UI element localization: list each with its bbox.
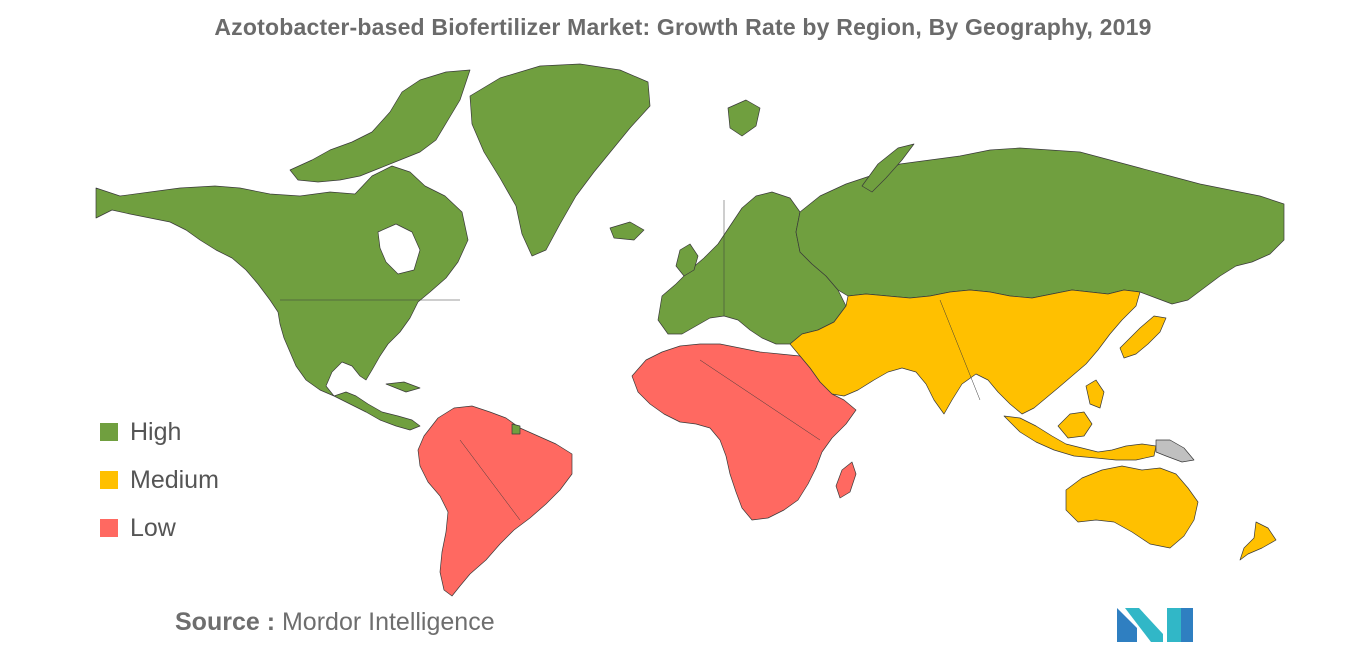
hudson-bay (377, 223, 421, 275)
region-canadian-islands (289, 69, 471, 183)
source-prefix: Source : (175, 608, 276, 636)
legend-label-high: High (130, 417, 182, 446)
region-cuba (385, 381, 421, 393)
legend-swatch-medium (100, 471, 118, 489)
region-africa (631, 343, 857, 521)
logo-right-accent (1181, 608, 1193, 642)
source-note: Source : Mordor Intelligence (175, 608, 495, 637)
region-japan (1119, 315, 1167, 359)
region-greenland (469, 63, 651, 257)
legend-swatch-high (100, 423, 118, 441)
logo-middle-shape (1125, 608, 1163, 642)
region-south-america (417, 405, 573, 597)
legend: High Medium Low (100, 408, 219, 552)
region-russia (795, 147, 1285, 305)
country-borders (280, 200, 981, 521)
chart-title: Azotobacter-based Biofertilizer Market: … (214, 14, 1152, 40)
region-southeast-asia (1003, 415, 1157, 461)
region-australia (1065, 465, 1199, 549)
mordor-intelligence-logo (1117, 608, 1193, 642)
legend-label-low: Low (130, 513, 176, 542)
region-iceland (609, 221, 645, 241)
region-russia-islands (861, 143, 915, 193)
region-philippines (1085, 379, 1105, 409)
logo-left-shape (1117, 608, 1137, 642)
region-madagascar (835, 461, 857, 499)
region-new-zealand (1239, 521, 1277, 561)
legend-swatch-low (100, 519, 118, 537)
source-name: Mordor Intelligence (281, 608, 495, 636)
region-french-guiana (511, 423, 521, 435)
region-uk (675, 243, 699, 277)
legend-item-low: Low (100, 504, 219, 552)
legend-item-high: High (100, 408, 219, 456)
region-middle-east-asia (789, 289, 1141, 415)
region-papua-new-guinea (1155, 439, 1195, 463)
region-north-america (95, 165, 469, 431)
region-svalbard (727, 99, 761, 137)
legend-label-medium: Medium (130, 465, 219, 494)
region-borneo (1057, 411, 1093, 439)
logo-right-shape (1167, 608, 1181, 642)
legend-item-medium: Medium (100, 456, 219, 504)
